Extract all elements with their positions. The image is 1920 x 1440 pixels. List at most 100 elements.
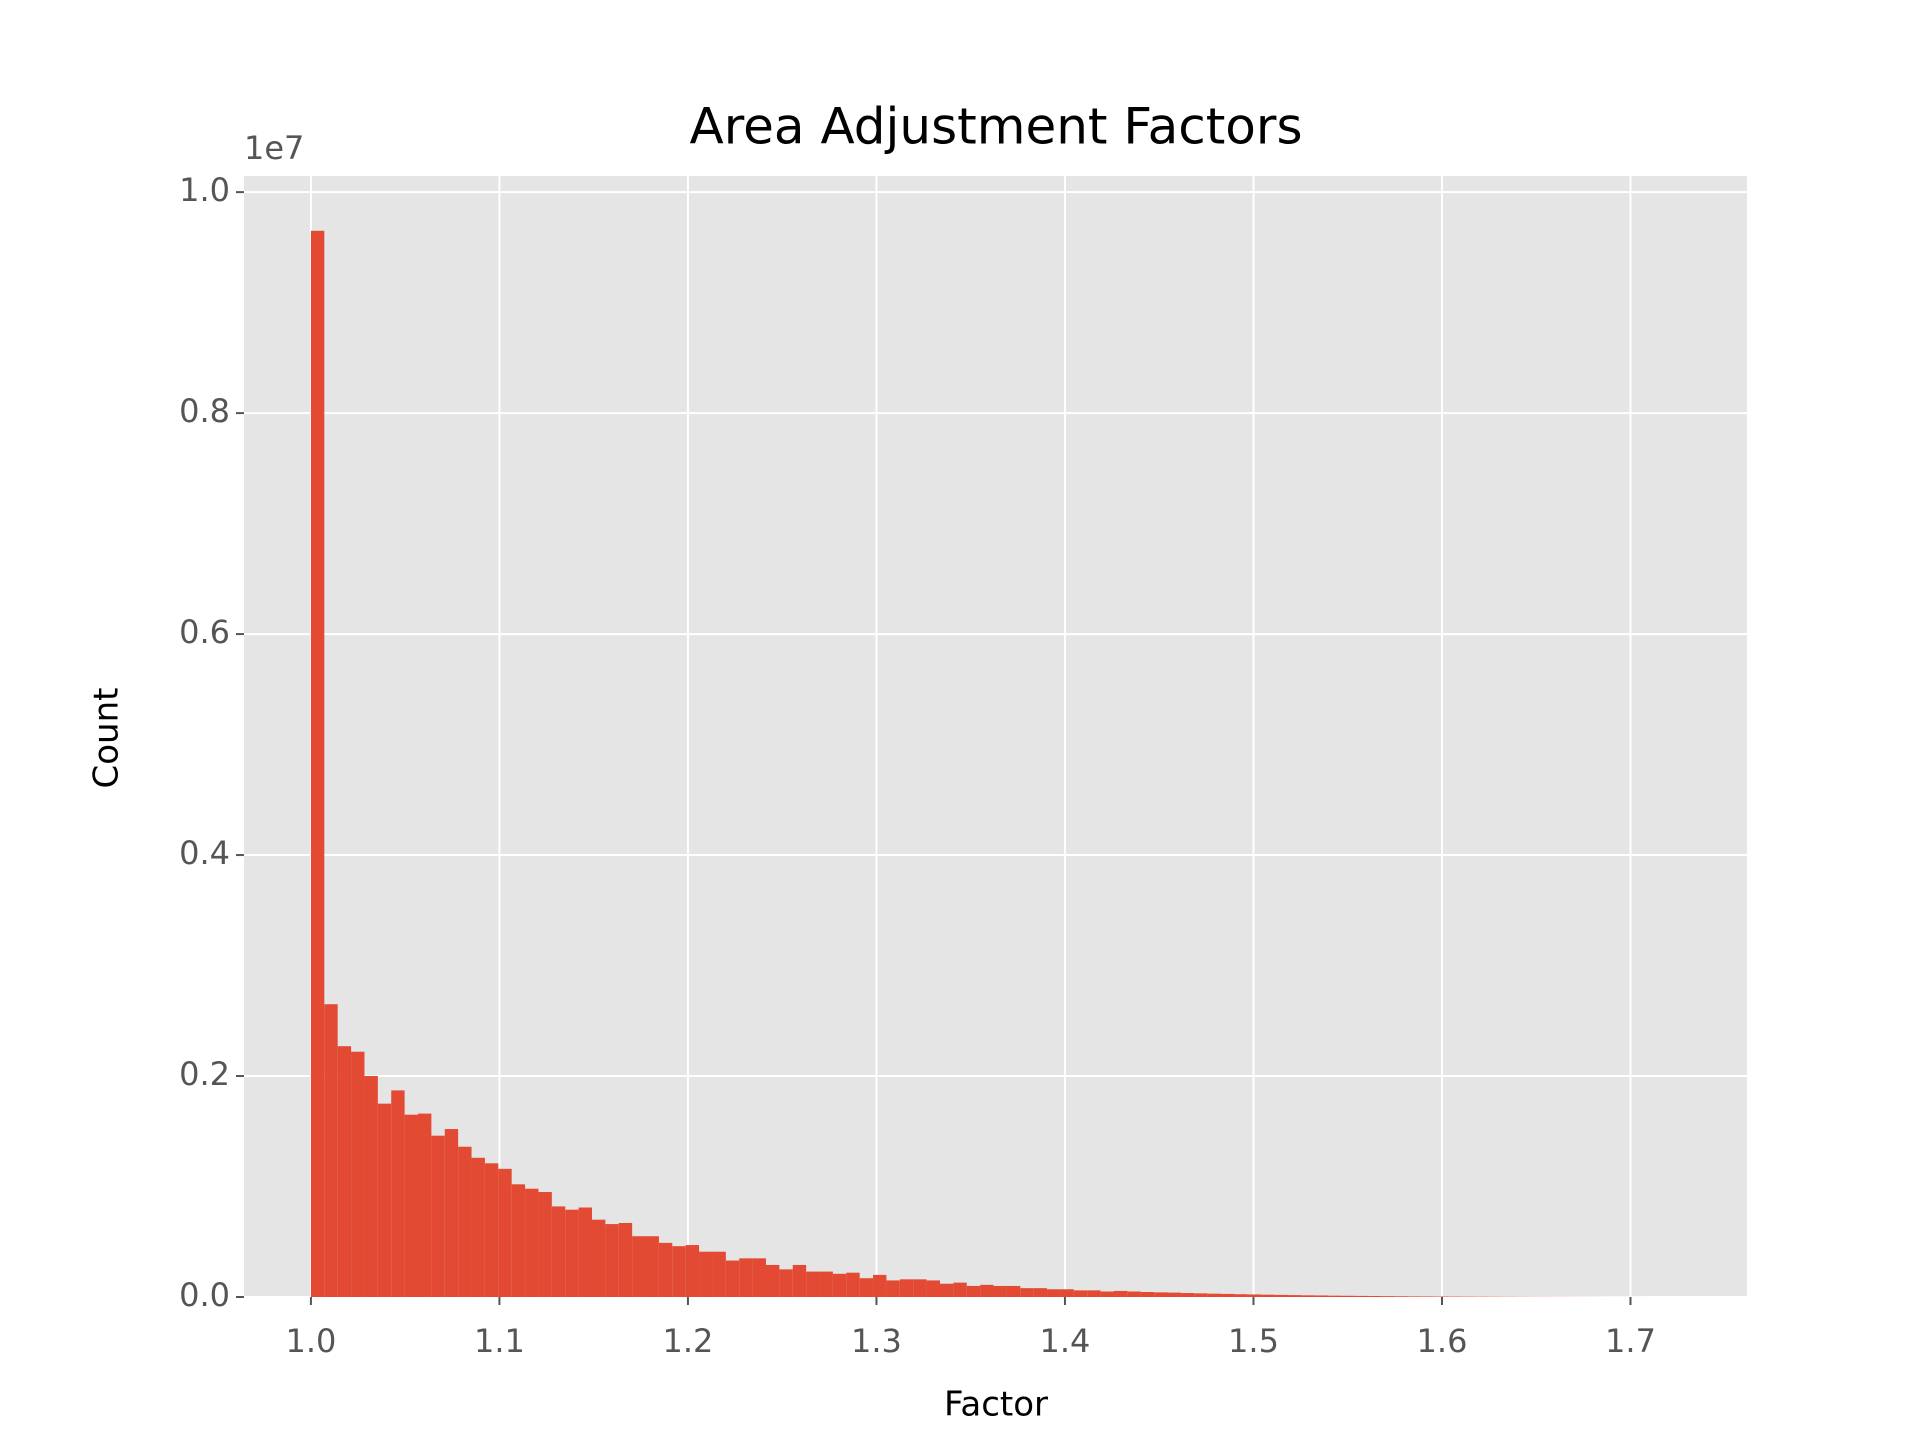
bar — [1261, 1294, 1275, 1297]
bar — [658, 1242, 673, 1297]
bar — [417, 1113, 432, 1297]
bar — [953, 1282, 967, 1297]
bar — [725, 1260, 740, 1297]
bar — [1113, 1290, 1128, 1297]
bar — [1207, 1293, 1222, 1297]
y-tick-label: 0.2 — [179, 1055, 230, 1093]
chart-title: Area Adjustment Factors — [689, 98, 1302, 156]
bar — [337, 1046, 352, 1297]
bar — [859, 1278, 874, 1297]
bar — [471, 1157, 485, 1297]
bar — [1274, 1294, 1288, 1297]
bar — [806, 1271, 820, 1297]
bar — [525, 1188, 539, 1297]
bar — [1408, 1296, 1422, 1297]
bar — [1020, 1288, 1034, 1297]
bar — [926, 1280, 940, 1297]
x-tick-label: 1.5 — [1228, 1322, 1279, 1360]
bar — [1087, 1290, 1101, 1297]
y-tick-label: 0.8 — [179, 392, 230, 430]
bar — [1234, 1294, 1248, 1297]
bar — [739, 1258, 753, 1297]
bar — [404, 1114, 418, 1297]
y-axis-label: Count — [87, 688, 127, 789]
bar — [1221, 1293, 1235, 1297]
bar — [551, 1206, 566, 1297]
bar — [578, 1207, 592, 1297]
bar — [685, 1245, 700, 1297]
bar — [1167, 1292, 1181, 1297]
bar — [351, 1051, 365, 1297]
bar — [618, 1222, 633, 1297]
bar — [1314, 1295, 1329, 1297]
bar — [565, 1209, 579, 1297]
bar — [645, 1236, 659, 1297]
y-tick-label: 0.4 — [179, 834, 230, 872]
bar — [1301, 1295, 1315, 1297]
bar — [792, 1264, 807, 1297]
bar — [1100, 1291, 1114, 1297]
bar — [1354, 1295, 1369, 1297]
y-tick-label: 0.6 — [179, 613, 230, 651]
bar — [1395, 1296, 1409, 1297]
bar — [1047, 1289, 1061, 1297]
bar — [1368, 1296, 1382, 1297]
bar — [1127, 1291, 1141, 1297]
bar — [511, 1184, 526, 1297]
x-tick-label: 1.0 — [285, 1322, 336, 1360]
bar — [310, 230, 325, 1297]
bar — [324, 1004, 338, 1297]
bar — [1060, 1289, 1074, 1297]
bar — [672, 1246, 686, 1297]
bar — [391, 1090, 405, 1297]
bar — [913, 1279, 927, 1297]
bar — [1328, 1295, 1342, 1297]
bar — [712, 1251, 726, 1297]
bar — [699, 1251, 713, 1297]
bar — [779, 1269, 793, 1297]
bar — [1287, 1295, 1302, 1297]
bar — [939, 1283, 954, 1297]
bar — [431, 1135, 445, 1297]
bar — [819, 1271, 833, 1297]
x-tick-label: 1.7 — [1605, 1322, 1656, 1360]
bar — [899, 1279, 914, 1297]
bar — [1435, 1296, 1449, 1297]
bar — [498, 1168, 512, 1297]
bar — [377, 1103, 392, 1297]
bar — [1247, 1294, 1262, 1297]
y-tick-label: 1.0 — [179, 171, 230, 209]
bar — [1154, 1292, 1168, 1297]
x-tick-label: 1.4 — [1040, 1322, 1091, 1360]
bar — [1033, 1288, 1048, 1297]
bar — [993, 1285, 1007, 1297]
bar — [1073, 1290, 1088, 1297]
bar — [632, 1236, 646, 1297]
bar — [1421, 1296, 1436, 1297]
bar — [966, 1285, 981, 1297]
bar — [444, 1129, 459, 1297]
bar — [1006, 1285, 1021, 1297]
y-tick-label: 0.0 — [179, 1276, 230, 1314]
bar — [1194, 1293, 1208, 1297]
bar — [1140, 1292, 1155, 1297]
bar — [591, 1219, 606, 1297]
bar — [765, 1264, 780, 1297]
bar — [1341, 1295, 1355, 1297]
x-tick-label: 1.2 — [662, 1322, 713, 1360]
bar — [832, 1273, 847, 1297]
bar — [605, 1224, 619, 1297]
bar — [538, 1192, 552, 1297]
bar — [484, 1163, 499, 1297]
bar — [364, 1076, 378, 1297]
bar — [886, 1280, 900, 1297]
plot-background — [244, 176, 1747, 1297]
bar — [1180, 1293, 1195, 1297]
x-axis-label: Factor — [944, 1385, 1048, 1425]
bar — [458, 1146, 472, 1297]
x-tick-label: 1.6 — [1417, 1322, 1468, 1360]
bar — [873, 1274, 887, 1297]
x-tick-label: 1.3 — [851, 1322, 902, 1360]
bar — [980, 1284, 994, 1297]
